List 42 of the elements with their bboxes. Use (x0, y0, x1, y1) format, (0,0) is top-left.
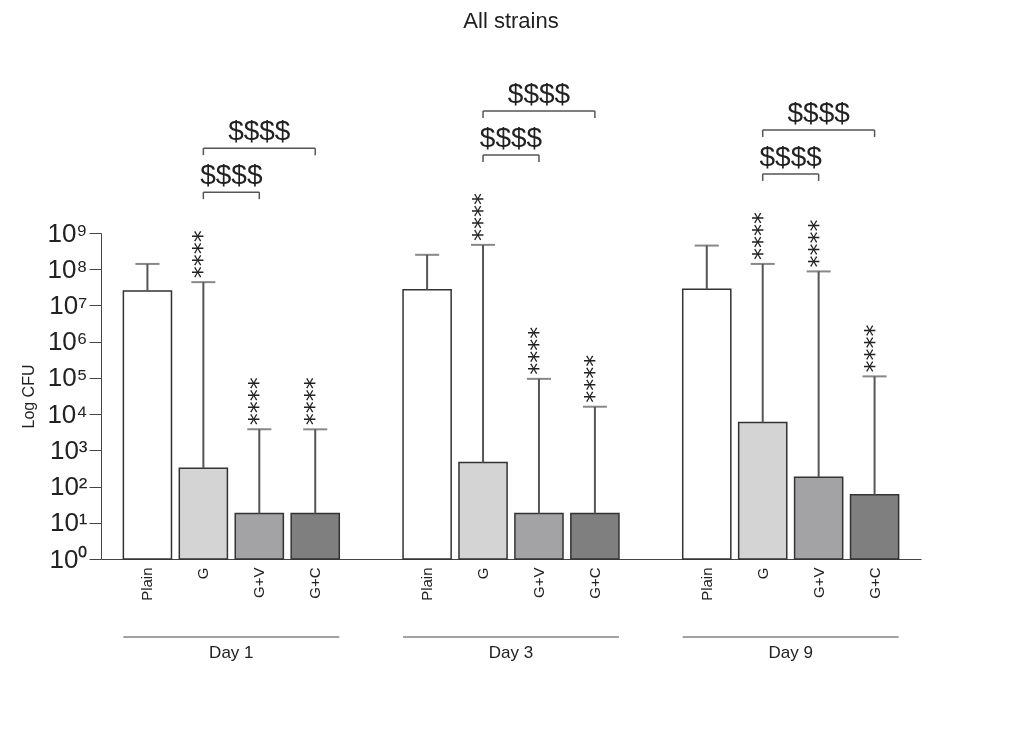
text: $$$$ (228, 115, 291, 147)
annotation: **** (244, 377, 273, 426)
y-tick-label: 10⁹ (47, 217, 88, 248)
text: $$$$ (759, 140, 823, 172)
x-tick-label: G+C (865, 567, 883, 599)
x-tick-label: G+V (529, 567, 547, 598)
annotation: **** (747, 211, 776, 260)
text: Day 9 (768, 643, 813, 662)
chart-title: All strains (463, 8, 559, 33)
y-tick-label: 10⁷ (49, 289, 88, 320)
text: Day 3 (488, 643, 534, 662)
y-tick-label: 10⁴ (47, 398, 88, 429)
annotation: **** (803, 219, 832, 268)
y-tick-label: 10² (49, 471, 88, 502)
x-tick-label: Plain (138, 567, 156, 601)
x-tick-label: G+C (585, 567, 603, 599)
x-tick-label: G+V (250, 567, 268, 598)
y-tick-label: 10³ (49, 434, 88, 465)
text: Day 1 (209, 643, 254, 662)
y-axis-title: Log CFU (20, 364, 38, 429)
x-tick-label: Plain (697, 567, 715, 601)
text: $$$$ (200, 159, 263, 191)
text: $$$$ (507, 77, 571, 109)
x-tick-label: Plain (418, 567, 436, 601)
x-tick-label: G+V (809, 567, 827, 598)
annotation: **** (579, 354, 608, 403)
annotation: **** (300, 377, 329, 426)
x-tick-label: G+C (306, 567, 324, 599)
annotation: **** (468, 192, 497, 241)
x-tick-label: G (753, 567, 771, 580)
x-tick-label: G (194, 567, 212, 580)
annotation: **** (859, 324, 888, 373)
annotation: **** (188, 230, 217, 279)
annotation: **** (523, 326, 552, 375)
y-tick-label: 10⁵ (47, 362, 88, 393)
text: $$$$ (787, 96, 851, 128)
y-tick-label: 10⁰ (49, 543, 88, 574)
x-tick-label: G (474, 567, 492, 580)
y-tick-label: 10¹ (49, 507, 88, 538)
y-tick-label: 10⁶ (47, 326, 88, 357)
text: $$$$ (479, 121, 543, 153)
y-tick-label: 10⁸ (47, 253, 88, 284)
